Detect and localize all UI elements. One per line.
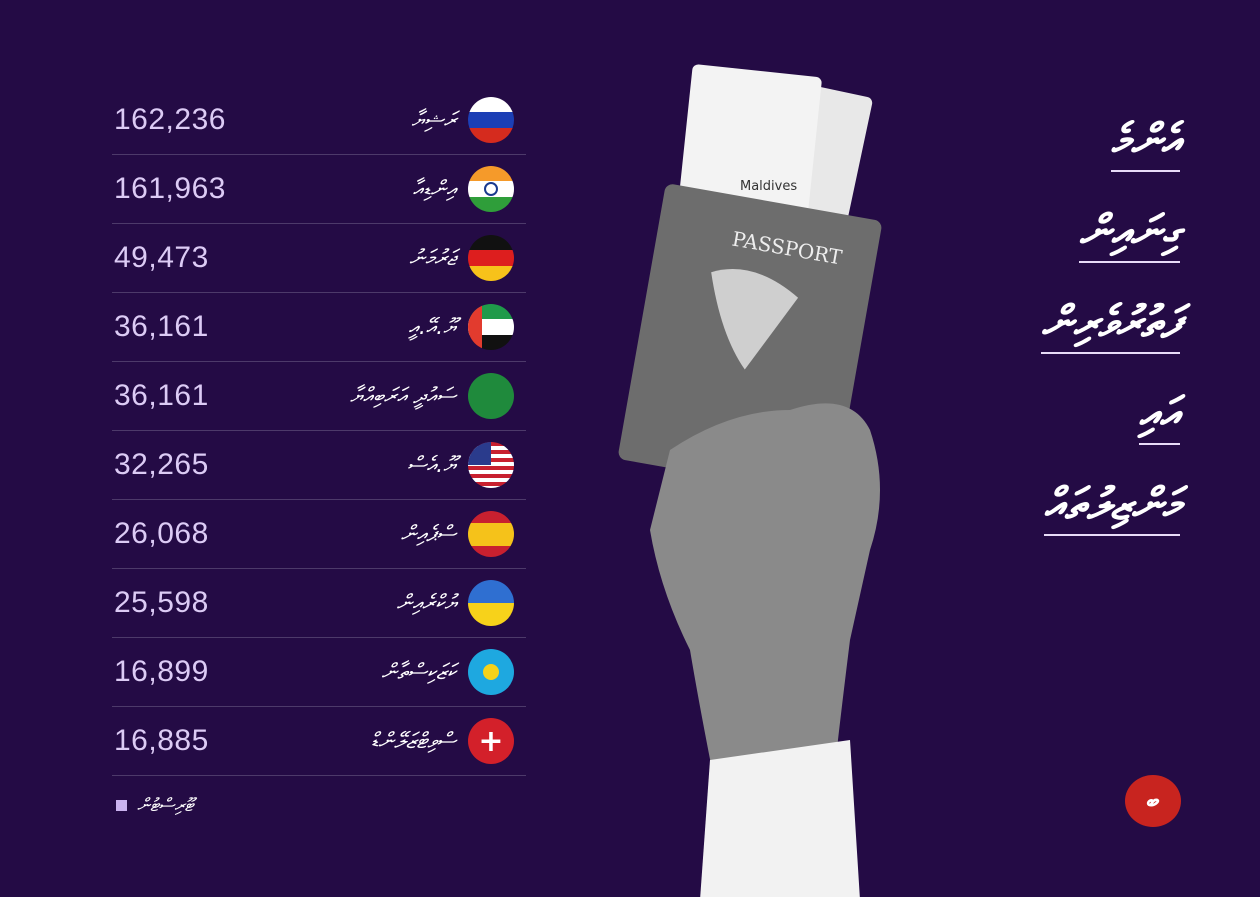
ukraine-flag-icon bbox=[468, 580, 514, 626]
arrivals-value: 26,068 bbox=[114, 517, 209, 550]
table-row: 36,161 ސައުދީ އަރަބިއްޔާ bbox=[112, 362, 526, 431]
table-row: 49,473 ޖަރުމަނު bbox=[112, 224, 526, 293]
india-flag-icon bbox=[468, 166, 514, 212]
spain-flag-icon bbox=[468, 511, 514, 557]
country-name: ސައުދީ އަރަބިއްޔާ bbox=[349, 383, 456, 409]
country-name: ސްވިޓްޒަލޭންޑް bbox=[370, 728, 456, 754]
table-row: 36,161 ޔޫ.އޭ.އީ bbox=[112, 293, 526, 362]
table-row: 162,236 ރަޝިޔާ bbox=[112, 86, 526, 155]
headline-line: އެންމެ bbox=[1110, 115, 1180, 172]
hand-holding-passport-image: Maldives PASSPORT bbox=[618, 64, 882, 897]
arrivals-value: 36,161 bbox=[114, 379, 209, 412]
brand-logo: ބ bbox=[1125, 775, 1181, 827]
square-bullet-icon bbox=[116, 800, 127, 811]
arrivals-table: 162,236 ރަޝިޔާ 161,963 އިންޑިއާ 49,473 ޖ… bbox=[112, 86, 526, 776]
country-name: ޔުކްރެއިން bbox=[396, 590, 456, 616]
country-name: ސްޕެއިން bbox=[400, 521, 456, 547]
uae-flag-icon bbox=[468, 304, 514, 350]
country-name: އިންޑިއާ bbox=[412, 176, 456, 202]
table-row: 25,598 ޔުކްރެއިން bbox=[112, 569, 526, 638]
usa-flag-icon bbox=[468, 442, 514, 488]
country-name: ޔޫ.އެސް bbox=[407, 452, 456, 478]
table-row: 16,885 ސްވިޓްޒަލޭންޑް + bbox=[112, 707, 526, 776]
country-name: ޖަރުމަނު bbox=[409, 245, 456, 271]
headline: އެންމެ ގިނައިން ފަތުރުވެރިން އައި މަންޒި… bbox=[940, 115, 1180, 570]
kazakhstan-flag-icon bbox=[468, 649, 514, 695]
arrivals-value: 49,473 bbox=[114, 241, 209, 274]
headline-line: އައި bbox=[1138, 388, 1180, 445]
table-row: 26,068 ސްޕެއިން bbox=[112, 500, 526, 569]
source-note: ޓޫރިސްޓުން bbox=[116, 795, 193, 816]
switzerland-flag-icon: + bbox=[468, 718, 514, 764]
arrivals-value: 25,598 bbox=[114, 586, 209, 619]
headline-line: ފަތުރުވެރިން bbox=[1041, 297, 1180, 354]
arrivals-value: 32,265 bbox=[114, 448, 209, 481]
table-row: 161,963 އިންޑިއާ bbox=[112, 155, 526, 224]
headline-line: މަންޒިލުތައް bbox=[1044, 479, 1180, 536]
germany-flag-icon bbox=[468, 235, 514, 281]
table-row: 16,899 ކަޒަކިސްތާން bbox=[112, 638, 526, 707]
country-name: ކަޒަކިސްތާން bbox=[381, 659, 456, 685]
ticket-label: Maldives bbox=[740, 179, 797, 194]
source-text: ޓޫރިސްޓުން bbox=[137, 795, 194, 816]
country-name: ޔޫ.އޭ.އީ bbox=[408, 314, 456, 340]
russia-flag-icon bbox=[468, 97, 514, 143]
arrivals-value: 16,885 bbox=[114, 724, 209, 757]
saudi-arabia-flag-icon bbox=[468, 373, 514, 419]
arrivals-value: 162,236 bbox=[114, 103, 226, 136]
arrivals-value: 161,963 bbox=[114, 172, 226, 205]
headline-line: ގިނައިން bbox=[1079, 206, 1180, 263]
country-name: ރަޝިޔާ bbox=[411, 107, 456, 133]
arrivals-value: 16,899 bbox=[114, 655, 209, 688]
arrivals-value: 36,161 bbox=[114, 310, 209, 343]
table-row: 32,265 ޔޫ.އެސް bbox=[112, 431, 526, 500]
